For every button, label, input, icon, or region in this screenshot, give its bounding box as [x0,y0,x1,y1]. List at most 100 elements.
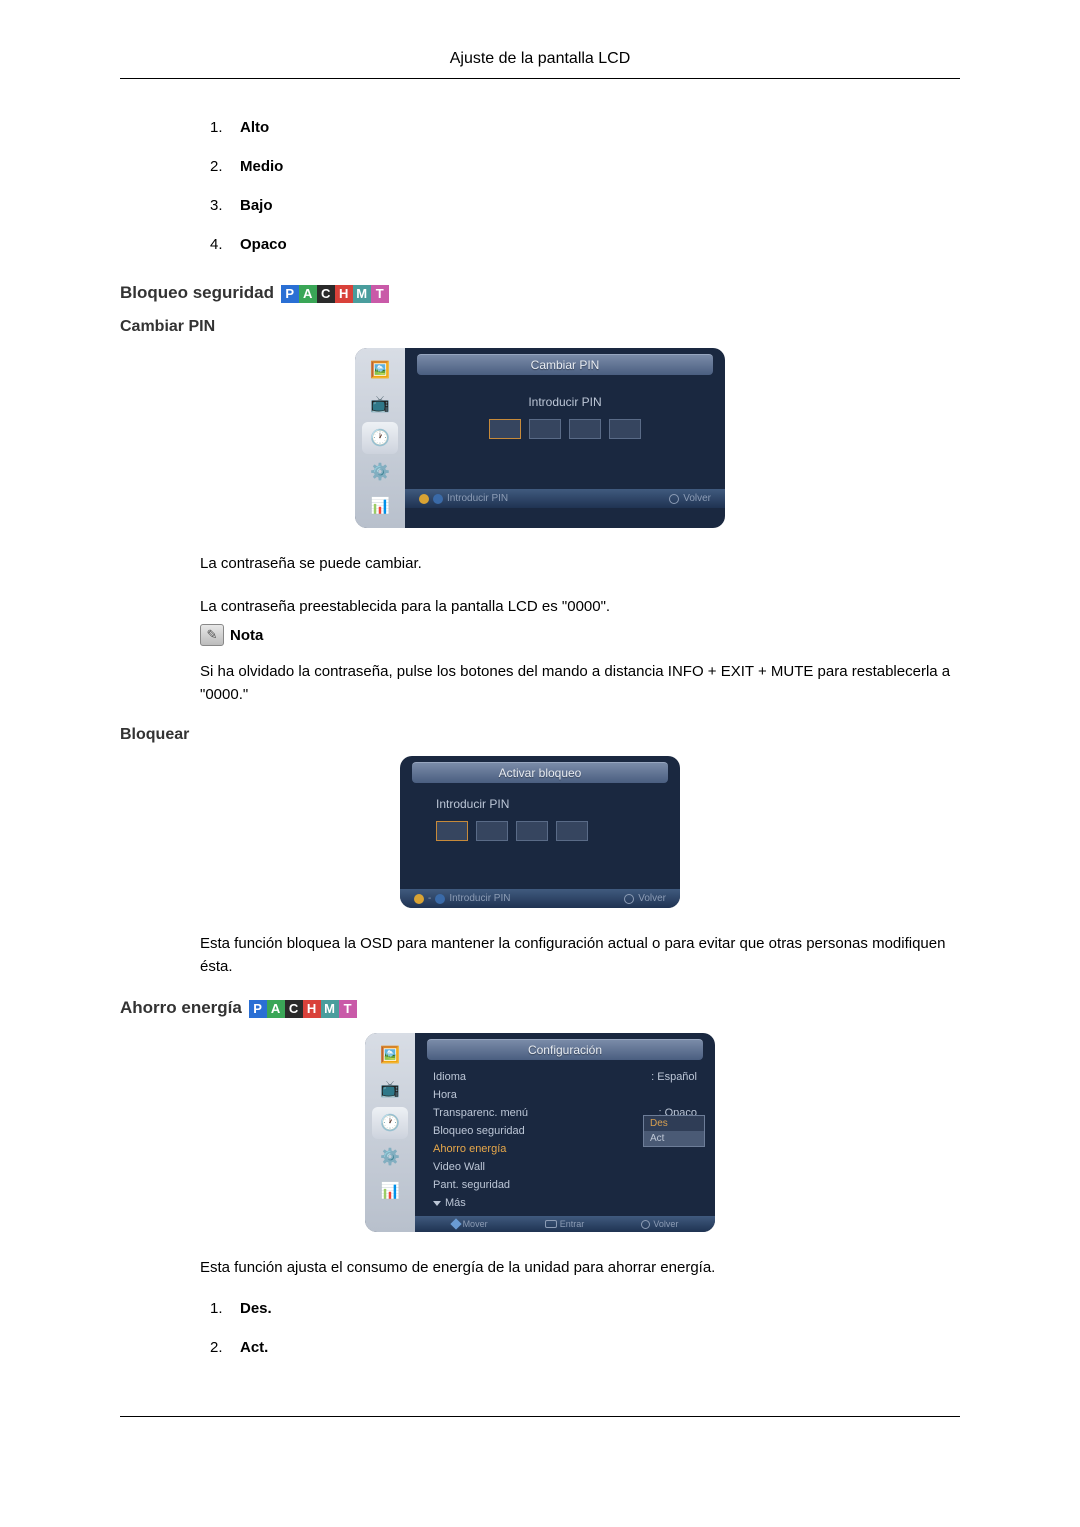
footer-right-label: Volver [683,493,711,504]
list-item: 1.Des. [210,1300,960,1317]
pin-box[interactable] [476,821,508,841]
chart-icon: 📊 [372,1175,408,1207]
ahorro-options-list: 1.Des. 2.Act. [210,1300,960,1356]
pin-input-boxes [425,419,705,439]
list-label: Opaco [240,236,287,253]
pencil-icon: ✎ [200,624,224,646]
transparency-options-list: 1.Alto 2.Medio 3.Bajo 4.Opaco [210,119,960,253]
list-number: 4. [210,236,240,253]
list-label: Des. [240,1300,272,1317]
pin-input-label: Introducir PIN [436,797,660,811]
footer-left-label: Introducir PIN [447,493,508,504]
num-icon [433,494,443,504]
osd-footer: - Introducir PIN Volver [400,889,680,908]
chart-icon: 📊 [362,490,398,522]
move-icon [450,1218,461,1229]
pin-box[interactable] [556,821,588,841]
ahorro-osd-figure: 🖼️ 📺 🕐 ⚙️ 📊 Configuración Idioma: Españo… [120,1033,960,1232]
osd-title: Activar bloqueo [412,762,668,783]
menu-more[interactable]: Más [433,1194,697,1212]
bloqueo-seguridad-label: Bloqueo seguridad [120,283,274,302]
pin-input-label: Introducir PIN [425,395,705,409]
mode-badge: T [339,1000,357,1018]
footer-right: Volver [624,893,666,904]
paragraph: La contraseña preestablecida para la pan… [200,596,960,619]
list-number: 3. [210,197,240,214]
list-number: 1. [210,119,240,136]
gear-icon: ⚙️ [372,1141,408,1173]
pin-box[interactable] [489,419,521,439]
osd-panel: 🖼️ 📺 🕐 ⚙️ 📊 Configuración Idioma: Españo… [365,1033,715,1232]
menu-label: Transparenc. menú [433,1107,528,1119]
mode-badge: C [317,285,335,303]
pin-box[interactable] [569,419,601,439]
pin-box[interactable] [529,419,561,439]
footer-right: Volver [669,493,711,504]
pin-input-boxes [436,821,660,841]
osd-sidebar: 🖼️ 📺 🕐 ⚙️ 📊 [355,348,405,528]
bloquear-heading: Bloquear [120,726,960,744]
mode-badge: H [303,1000,321,1018]
menu-label: Idioma [433,1071,466,1083]
list-label: Medio [240,158,283,175]
input-icon: 📺 [372,1073,408,1105]
mode-badge: C [285,1000,303,1018]
input-icon: 📺 [362,388,398,420]
popup-option[interactable]: Act [644,1131,704,1146]
menu-label: Ahorro energía [433,1143,506,1155]
num-icon [435,894,445,904]
list-number: 2. [210,1339,240,1356]
osd-panel: Activar bloqueo Introducir PIN - Introdu… [400,756,680,908]
page-header: Ajuste de la pantalla LCD [120,50,960,79]
back-icon [669,494,679,504]
paragraph: Si ha olvidado la contraseña, pulse los … [200,661,960,706]
pin-box[interactable] [436,821,468,841]
footer-right-label: Volver [638,893,666,904]
footer-back: Volver [641,1219,678,1229]
mode-badge: T [371,285,389,303]
num-icon [414,894,424,904]
osd-title: Cambiar PIN [417,354,713,375]
menu-row[interactable]: Idioma: Español [433,1068,697,1086]
list-item: 3.Bajo [210,197,960,214]
list-label: Bajo [240,197,273,214]
menu-row[interactable]: Hora [433,1086,697,1104]
osd-main: Configuración Idioma: Español Hora Transpa… [415,1033,715,1232]
ahorro-popup: DesAct [643,1115,705,1147]
pin-box[interactable] [609,419,641,439]
pachmt-badges: PACHMT [249,1000,357,1018]
menu-label: Video Wall [433,1161,485,1173]
menu-label: Pant. seguridad [433,1179,510,1191]
nota-row: ✎ Nota [200,624,960,646]
paragraph: Esta función bloquea la OSD para mantene… [200,933,960,978]
enter-icon [545,1220,557,1228]
bloquear-osd-figure: Activar bloqueo Introducir PIN - Introdu… [120,756,960,908]
list-item: 2.Act. [210,1339,960,1356]
osd-body: Introducir PIN [405,375,725,449]
popup-option[interactable]: Des [644,1116,704,1131]
list-number: 2. [210,158,240,175]
list-label: Alto [240,119,269,136]
osd-title: Configuración [427,1039,703,1060]
paragraph: Esta función ajusta el consumo de energí… [200,1257,960,1280]
chevron-down-icon [433,1201,441,1206]
osd-body: Introducir PIN [400,783,680,849]
ahorro-energia-heading: Ahorro energía PACHMT [120,998,960,1018]
pachmt-badges: PACHMT [281,285,389,303]
list-label: Act. [240,1339,268,1356]
menu-label: Hora [433,1089,457,1101]
list-item: 2.Medio [210,158,960,175]
mode-badge: P [249,1000,267,1018]
pin-box[interactable] [516,821,548,841]
menu-label: Bloqueo seguridad [433,1125,525,1137]
osd-footer: Introducir PIN Volver [405,489,725,508]
picture-icon: 🖼️ [362,354,398,386]
mode-badge: P [281,285,299,303]
menu-row[interactable]: Pant. seguridad [433,1176,697,1194]
menu-row[interactable]: Video Wall [433,1158,697,1176]
cambiar-pin-heading: Cambiar PIN [120,318,960,336]
osd-footer: Mover Entrar Volver [415,1216,715,1232]
page-footer-rule [120,1416,960,1417]
back-icon [624,894,634,904]
mode-badge: A [299,285,317,303]
